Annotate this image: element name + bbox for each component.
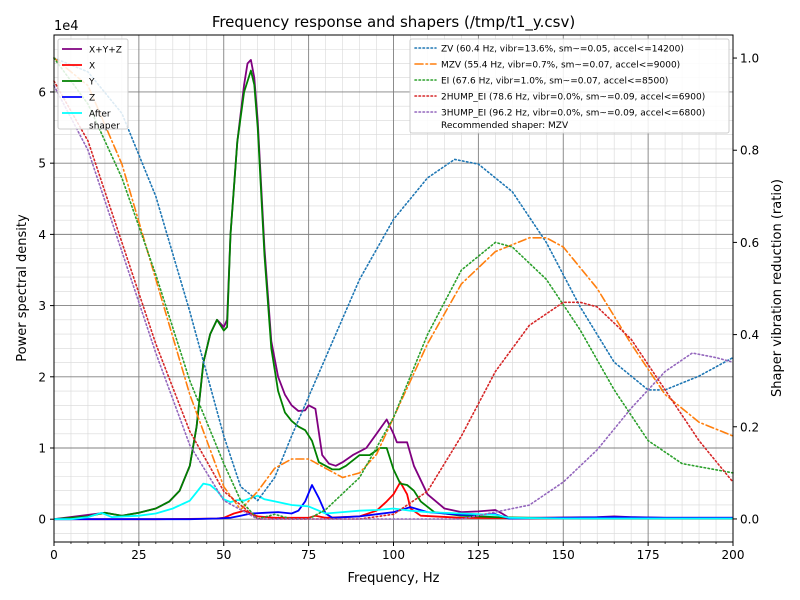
y2-tick-label: 0.2	[740, 420, 759, 434]
x-tick-label: 175	[637, 548, 660, 562]
y2-tick-label: 0.6	[740, 236, 759, 250]
legend-entry-label: X+Y+Z	[89, 46, 122, 56]
y2-tick-label: 1.0	[740, 52, 759, 66]
legend-entry-label: Z	[89, 94, 95, 104]
shaper-line-mzv	[53, 57, 734, 511]
chart-title: Frequency response and shapers (/tmp/t1_…	[212, 13, 575, 32]
x-tick-label: 125	[467, 548, 490, 562]
legend-left-box	[57, 38, 129, 130]
shaper-line-2hump-ei	[53, 80, 734, 520]
psd-line-after-shaper	[54, 482, 733, 521]
y-tick-label: 6	[38, 85, 46, 99]
x-tick-label: 200	[722, 548, 745, 562]
legend-entry-label: MZV (55.4 Hz, vibr=0.7%, sm~=0.07, accel…	[441, 61, 680, 71]
legend-entry-label: 3HUMP_EI (96.2 Hz, vibr=0.0%, sm~=0.09, …	[441, 109, 705, 119]
x-tick-label: 0	[50, 548, 58, 562]
axes-group: 0 25 50 75 100 125 150 175 200 0 1 2 3 4 5 6 0.0 0.2 0.4 0.…	[38, 52, 759, 562]
legend-entry-label: Y	[88, 78, 95, 88]
legend-left: X+Y+Z XYZ After shaper	[57, 38, 129, 132]
y-tick-label: 3	[38, 299, 46, 313]
y-tick-label: 2	[38, 370, 46, 384]
recommended-shaper-text: Recommended shaper: MZV	[441, 121, 569, 131]
x-tick-label: 100	[382, 548, 405, 562]
y-offset-label: 1e4	[54, 19, 79, 34]
y-tick-label: 0	[38, 513, 46, 527]
legend-entry-label: ZV (60.4 Hz, vibr=13.6%, sm~=0.05, accel…	[441, 45, 684, 55]
y2-tick-label: 0.0	[740, 512, 759, 526]
legend-entry-label: X	[89, 62, 95, 72]
x-tick-label: 25	[131, 548, 146, 562]
y-tick-label: 1	[38, 442, 46, 456]
legend-entry-label: After	[89, 110, 111, 120]
y-tick-label: 4	[38, 228, 46, 242]
x-axis-label: Frequency, Hz	[347, 571, 439, 586]
y2-tick-label: 0.4	[740, 328, 759, 342]
y2-tick-label: 0.8	[740, 144, 759, 158]
x-tick-label: 150	[552, 548, 575, 562]
x-tick-label: 50	[216, 548, 231, 562]
legend-entry-label: 2HUMP_EI (78.6 Hz, vibr=0.0%, sm~=0.09, …	[441, 93, 705, 103]
legend-right-box	[409, 38, 730, 134]
y-tick-label: 5	[38, 157, 46, 171]
legend-entry-label: EI (67.6 Hz, vibr=1.0%, sm~=0.07, accel<…	[441, 77, 668, 87]
y2-axis-label: Shaper vibration reduction (ratio)	[770, 179, 785, 397]
legend-right: ZV (60.4 Hz, vibr=13.6%, sm~=0.05, accel…	[409, 38, 730, 134]
y-axis-label: Power spectral density	[15, 214, 30, 362]
shaper-line-3hump-ei	[53, 84, 734, 520]
shaper-series-group	[53, 57, 734, 520]
shaper-line-ei	[53, 57, 734, 520]
psd-line-y	[53, 69, 733, 521]
shaper-line-zv	[53, 57, 734, 502]
legend-entry-label: shaper	[89, 122, 120, 132]
x-tick-label: 75	[301, 548, 316, 562]
